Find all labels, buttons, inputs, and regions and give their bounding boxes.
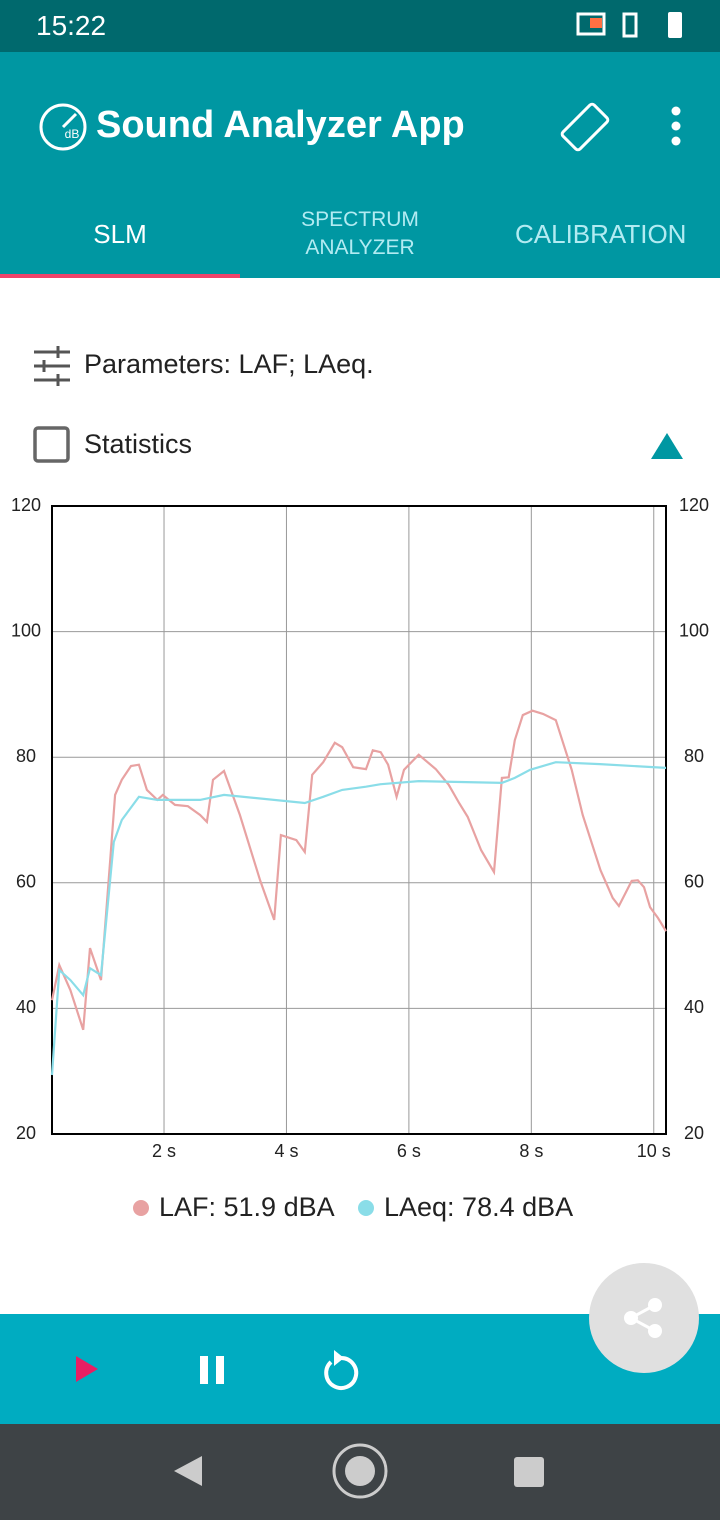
y2-tick-label: 40 — [684, 997, 704, 1017]
legend-label: LAF: 51.9 dBA — [159, 1192, 335, 1222]
rotate-button[interactable] — [555, 97, 615, 157]
chart: 20 20 40 40 60 60 80 80 100 100 120 120 2 s 4 s 6 s 8 s… — [11, 495, 709, 1222]
series-line — [50, 709, 667, 1031]
tab-bar: SLM SPECTRUM ANALYZER CALIBRATION — [0, 190, 720, 278]
parameters-label[interactable]: Parameters: LAF; LAeq. — [84, 349, 374, 379]
series-line — [50, 761, 667, 1076]
y2-tick-label: 20 — [684, 1123, 704, 1143]
collapse-button[interactable] — [648, 430, 686, 462]
statistics-checkbox[interactable] — [32, 425, 74, 467]
tab-label: SPECTRUM ANALYZER — [301, 208, 419, 259]
tab[interactable]: SPECTRUM ANALYZER — [240, 190, 480, 278]
nav-icons — [174, 1443, 544, 1499]
parameters-icon — [34, 346, 70, 386]
app-title: Sound Analyzer App — [96, 104, 465, 146]
app-icon: dB — [39, 103, 87, 151]
y2-tick-label: 80 — [684, 746, 704, 766]
tab-label: CALIBRATION — [515, 219, 687, 249]
plot-frame — [51, 505, 667, 1135]
control-icons — [76, 1350, 359, 1390]
app-bar: dB Sound Analyzer App SLM SPECTRUM ANALYZ… — [0, 52, 720, 278]
y2-tick-label: 120 — [679, 495, 709, 515]
y-tick-label: 60 — [16, 872, 36, 892]
time: 15:22 — [36, 10, 107, 41]
x-tick-label: 4 s — [274, 1141, 298, 1161]
tab-indicator — [0, 274, 240, 278]
back-button[interactable] — [174, 1456, 202, 1486]
x-tick-label: 2 s — [152, 1141, 176, 1161]
play-button[interactable] — [76, 1356, 98, 1382]
menu-button[interactable] — [662, 104, 692, 150]
x-tick-label: 6 s — [397, 1141, 421, 1161]
pause-button[interactable] — [200, 1356, 224, 1384]
y2-tick-label: 100 — [679, 620, 709, 640]
icon-label: dB — [65, 127, 80, 141]
statistics-label[interactable]: Statistics — [84, 429, 193, 459]
y-tick-label: 80 — [16, 746, 36, 766]
y2-tick-label: 60 — [684, 872, 704, 892]
y-tick-label: 20 — [16, 1123, 36, 1143]
home-button[interactable] — [332, 1443, 388, 1499]
reset-button[interactable] — [324, 1350, 359, 1390]
tab-label: SLM — [93, 219, 147, 249]
x-tick-label: 10 s — [637, 1141, 671, 1161]
tab[interactable]: CALIBRATION — [480, 190, 720, 278]
recents-button[interactable] — [514, 1457, 544, 1487]
legend-marker — [358, 1200, 374, 1216]
x-tick-label: 8 s — [519, 1141, 543, 1161]
legend-label: LAeq: 78.4 dBA — [384, 1192, 573, 1222]
status-bar: 15:22 — [0, 0, 720, 52]
y-tick-label: 120 — [11, 495, 41, 515]
y-tick-label: 100 — [11, 620, 41, 640]
status-icons — [576, 12, 682, 38]
y-tick-label: 40 — [16, 997, 36, 1017]
legend-marker — [133, 1200, 149, 1216]
tab[interactable]: SLM — [0, 190, 240, 278]
share-button[interactable] — [588, 1262, 700, 1374]
nav-bar — [0, 1424, 720, 1520]
